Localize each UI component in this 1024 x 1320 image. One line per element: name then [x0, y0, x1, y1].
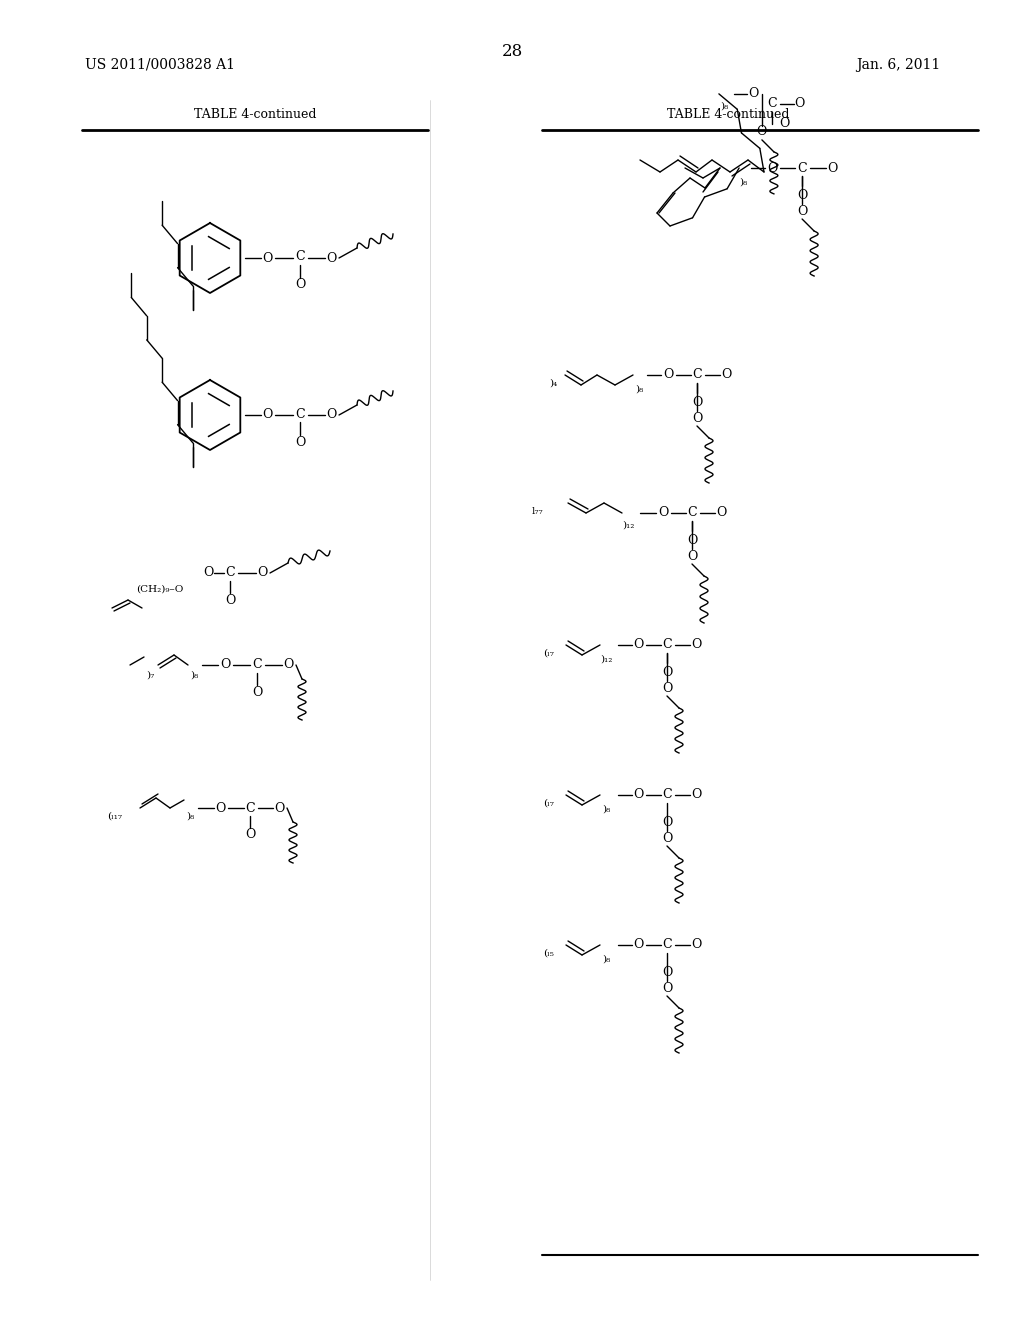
Text: )₈: )₈: [602, 954, 610, 964]
Text: )₈: )₈: [602, 804, 610, 813]
Text: O: O: [662, 982, 672, 994]
Text: C: C: [295, 408, 305, 421]
Text: O: O: [691, 788, 701, 801]
Text: (CH₂)₉–O: (CH₂)₉–O: [136, 585, 183, 594]
Text: O: O: [691, 639, 701, 652]
Text: O: O: [262, 408, 272, 421]
Text: O: O: [215, 801, 225, 814]
Text: O: O: [633, 788, 643, 801]
Text: O: O: [687, 549, 697, 562]
Text: O: O: [295, 279, 305, 292]
Text: O: O: [797, 205, 807, 218]
Text: O: O: [633, 939, 643, 952]
Text: )₇: )₇: [145, 671, 155, 680]
Text: TABLE 4-continued: TABLE 4-continued: [667, 108, 790, 121]
Text: )₈: )₈: [739, 177, 748, 186]
Text: O: O: [795, 98, 805, 111]
Text: C: C: [252, 659, 262, 672]
Text: O: O: [257, 566, 267, 579]
Text: TABLE 4-continued: TABLE 4-continued: [194, 108, 316, 121]
Text: )₈: )₈: [720, 102, 728, 111]
Text: l₇₇: l₇₇: [531, 507, 543, 516]
Text: US 2011/0003828 A1: US 2011/0003828 A1: [85, 58, 234, 73]
Text: O: O: [225, 594, 236, 606]
Text: O: O: [687, 533, 697, 546]
Text: O: O: [662, 665, 672, 678]
Text: O: O: [220, 659, 230, 672]
Text: O: O: [692, 396, 702, 408]
Text: O: O: [721, 368, 731, 381]
Text: O: O: [692, 412, 702, 425]
Text: O: O: [283, 659, 293, 672]
Text: C: C: [295, 251, 305, 264]
Text: O: O: [757, 125, 767, 139]
Text: O: O: [767, 161, 777, 174]
Text: O: O: [749, 87, 759, 100]
Text: Jan. 6, 2011: Jan. 6, 2011: [856, 58, 940, 73]
Text: C: C: [225, 566, 234, 579]
Text: O: O: [662, 832, 672, 845]
Text: )₁₂: )₁₂: [600, 655, 612, 664]
Text: C: C: [692, 368, 701, 381]
Text: O: O: [203, 566, 213, 579]
Text: C: C: [663, 788, 672, 801]
Text: C: C: [663, 939, 672, 952]
Text: (ₗ₇: (ₗ₇: [543, 799, 554, 808]
Text: O: O: [662, 965, 672, 978]
Text: O: O: [245, 829, 255, 842]
Text: O: O: [779, 117, 790, 131]
Text: O: O: [716, 507, 726, 520]
Text: O: O: [691, 939, 701, 952]
Text: C: C: [663, 639, 672, 652]
Text: C: C: [245, 801, 255, 814]
Text: (ₗ₁₇: (ₗ₁₇: [106, 812, 122, 821]
Text: )₈: )₈: [186, 812, 195, 821]
Text: )₈: )₈: [189, 671, 198, 680]
Text: O: O: [662, 681, 672, 694]
Text: )₄: )₄: [549, 379, 557, 388]
Text: 28: 28: [502, 44, 522, 61]
Text: O: O: [663, 368, 673, 381]
Text: O: O: [827, 161, 838, 174]
Text: C: C: [687, 507, 696, 520]
Text: C: C: [767, 98, 777, 111]
Text: )₈: )₈: [635, 384, 643, 393]
Text: O: O: [657, 507, 669, 520]
Text: O: O: [273, 801, 285, 814]
Text: O: O: [797, 189, 807, 202]
Text: O: O: [252, 685, 262, 698]
Text: (ₗ₇: (ₗ₇: [543, 648, 554, 657]
Text: O: O: [326, 408, 336, 421]
Text: )₁₂: )₁₂: [622, 520, 634, 529]
Text: C: C: [798, 161, 807, 174]
Text: O: O: [633, 639, 643, 652]
Text: O: O: [262, 252, 272, 264]
Text: (ₗ₅: (ₗ₅: [543, 949, 554, 957]
Text: O: O: [295, 436, 305, 449]
Text: O: O: [662, 816, 672, 829]
Text: O: O: [326, 252, 336, 264]
